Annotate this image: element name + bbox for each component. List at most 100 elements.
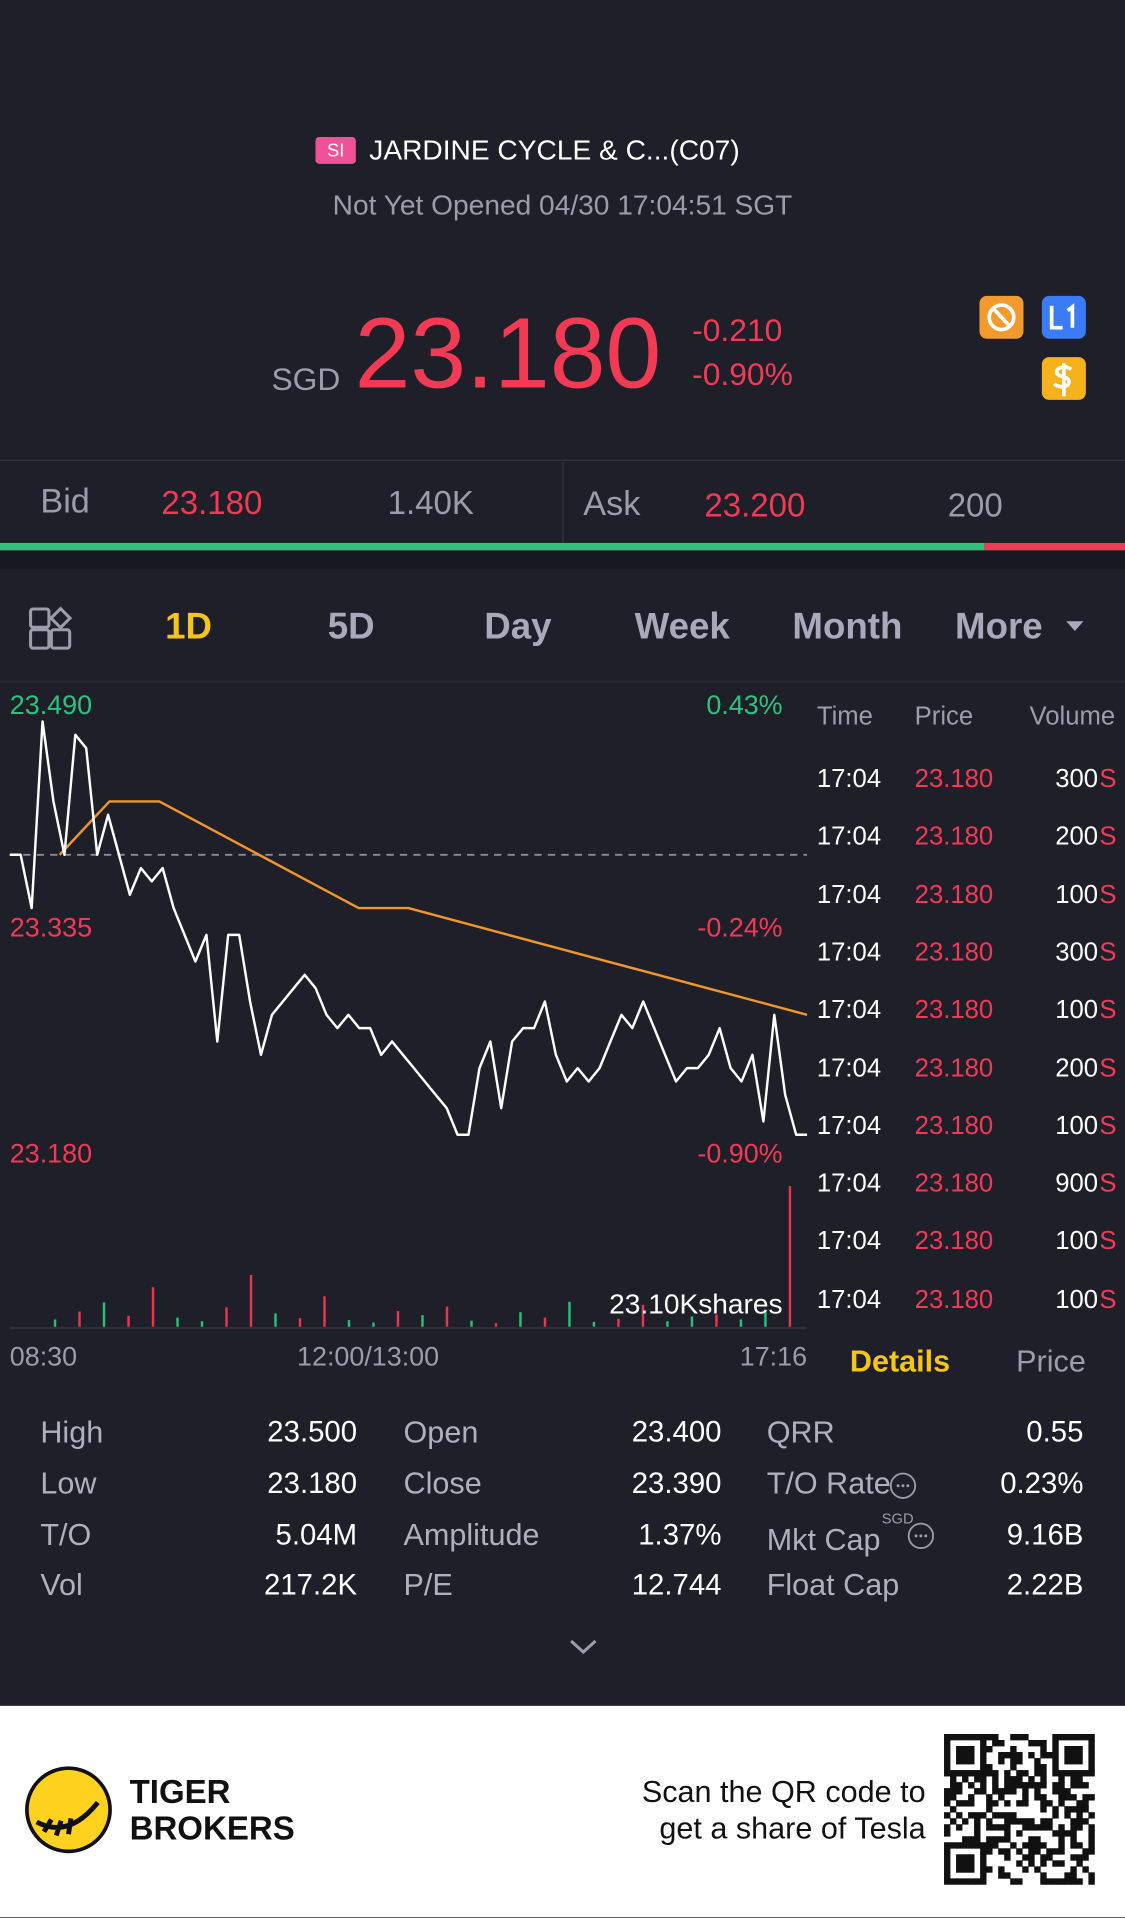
qr-module bbox=[1064, 1758, 1071, 1765]
qr-module bbox=[950, 1842, 957, 1849]
qr-module bbox=[1088, 1830, 1095, 1837]
qr-module bbox=[998, 1739, 1005, 1747]
ask-price: 23.200 bbox=[704, 487, 806, 524]
qr-module bbox=[998, 1836, 1005, 1843]
period-tab[interactable]: Day bbox=[484, 606, 552, 647]
qr-module bbox=[1010, 1764, 1017, 1771]
qr-module bbox=[962, 1800, 969, 1807]
trade-price: 23.180 bbox=[914, 1169, 994, 1198]
qr-module bbox=[1070, 1824, 1077, 1831]
qr-module bbox=[1088, 1842, 1095, 1849]
qr-module bbox=[950, 1782, 957, 1789]
period-tab[interactable]: 1D bbox=[165, 606, 212, 647]
trade-side: S bbox=[1099, 822, 1117, 851]
qr-module bbox=[1076, 1782, 1083, 1789]
qr-module bbox=[998, 1794, 1005, 1801]
qr-module bbox=[1016, 1752, 1023, 1759]
footer-panel bbox=[0, 1705, 1125, 1918]
icon bbox=[991, 306, 1012, 328]
volume-bar bbox=[127, 1315, 130, 1327]
qr-module bbox=[1034, 1764, 1041, 1771]
qr-module bbox=[1034, 1788, 1041, 1795]
qr-module bbox=[1010, 1812, 1017, 1819]
qr-module bbox=[956, 1800, 963, 1807]
qr-module bbox=[1016, 1860, 1023, 1867]
qr-module bbox=[1016, 1758, 1023, 1765]
promo-text: get a share of Tesla bbox=[659, 1811, 926, 1846]
qr-module bbox=[1088, 1758, 1095, 1765]
volume-bar bbox=[641, 1304, 645, 1327]
qr-module bbox=[1040, 1806, 1047, 1813]
volume-bar bbox=[372, 1322, 375, 1327]
qr-module bbox=[968, 1800, 975, 1807]
qr-module bbox=[1076, 1878, 1083, 1885]
qr-module bbox=[974, 1812, 981, 1819]
qr-module bbox=[1028, 1752, 1035, 1759]
qr-module bbox=[1022, 1818, 1029, 1825]
qr-module bbox=[998, 1812, 1005, 1819]
qr-module bbox=[1016, 1776, 1023, 1783]
qr-module bbox=[1058, 1824, 1065, 1831]
qr-module bbox=[1052, 1782, 1059, 1789]
qr-module bbox=[1004, 1872, 1011, 1879]
stat-label: T/O bbox=[40, 1518, 92, 1553]
qr-module bbox=[1010, 1878, 1017, 1885]
volume-bar bbox=[421, 1315, 424, 1327]
qr-module bbox=[998, 1824, 1005, 1831]
qr-module bbox=[1058, 1848, 1065, 1855]
trade-price: 23.180 bbox=[914, 1285, 994, 1314]
qr-module bbox=[1088, 1745, 1095, 1753]
qr-module bbox=[980, 1770, 987, 1777]
qr-module bbox=[1058, 1842, 1065, 1849]
qr-module bbox=[980, 1788, 987, 1795]
qr-module bbox=[986, 1770, 993, 1777]
trade-price: 23.180 bbox=[914, 880, 994, 909]
qr-module bbox=[1070, 1842, 1077, 1849]
qr-module bbox=[986, 1836, 993, 1843]
qr-module bbox=[968, 1758, 975, 1765]
period-tab[interactable]: Month bbox=[792, 606, 903, 647]
volume-bar bbox=[715, 1314, 718, 1327]
detail-tab[interactable]: Price bbox=[1016, 1344, 1086, 1379]
qr-module bbox=[1058, 1800, 1065, 1807]
qr-module bbox=[944, 1752, 951, 1759]
volume-bar bbox=[764, 1309, 767, 1327]
trade-side: S bbox=[1099, 996, 1117, 1025]
volume-bar bbox=[274, 1313, 277, 1327]
market-status: Not Yet Opened 04/30 17:04:51 SGT bbox=[332, 188, 793, 221]
qr-module bbox=[1076, 1860, 1083, 1867]
qr-module bbox=[950, 1776, 957, 1783]
qr-module bbox=[956, 1860, 963, 1867]
qr-module bbox=[992, 1770, 999, 1777]
qr-module bbox=[1028, 1818, 1035, 1825]
qr-module bbox=[986, 1745, 993, 1753]
qr-module bbox=[956, 1824, 963, 1831]
qr-module bbox=[974, 1836, 981, 1843]
trade-price: 23.180 bbox=[914, 938, 994, 967]
trade-time: 17:04 bbox=[816, 1227, 882, 1256]
trade-side: S bbox=[1099, 1169, 1117, 1198]
icon bbox=[1053, 363, 1073, 397]
period-tab[interactable]: Week bbox=[634, 606, 730, 647]
trade-time: 17:04 bbox=[816, 880, 882, 909]
qr-module bbox=[1040, 1818, 1047, 1825]
stat-value: 23.180 bbox=[267, 1467, 358, 1501]
qr-module bbox=[1052, 1764, 1059, 1771]
qr-module bbox=[1088, 1764, 1095, 1771]
separator bbox=[0, 459, 1125, 462]
period-tab[interactable]: 5D bbox=[327, 606, 375, 647]
qr-module bbox=[950, 1878, 957, 1885]
stat-value: 9.16B bbox=[1006, 1518, 1084, 1552]
period-tab[interactable]: More bbox=[955, 606, 1043, 647]
stat-value: 2.22B bbox=[1006, 1568, 1084, 1602]
trade-side: S bbox=[1099, 1227, 1117, 1256]
qr-module bbox=[992, 1788, 999, 1795]
qr-module bbox=[944, 1812, 951, 1819]
detail-tab[interactable]: Details bbox=[849, 1344, 951, 1379]
qr-module bbox=[1016, 1830, 1023, 1837]
expand-chevron[interactable] bbox=[570, 1639, 597, 1655]
change-percent: -0.90% bbox=[692, 355, 793, 393]
info-icon bbox=[896, 1484, 900, 1488]
qr-module bbox=[1076, 1758, 1083, 1765]
qr-module bbox=[1046, 1752, 1053, 1759]
